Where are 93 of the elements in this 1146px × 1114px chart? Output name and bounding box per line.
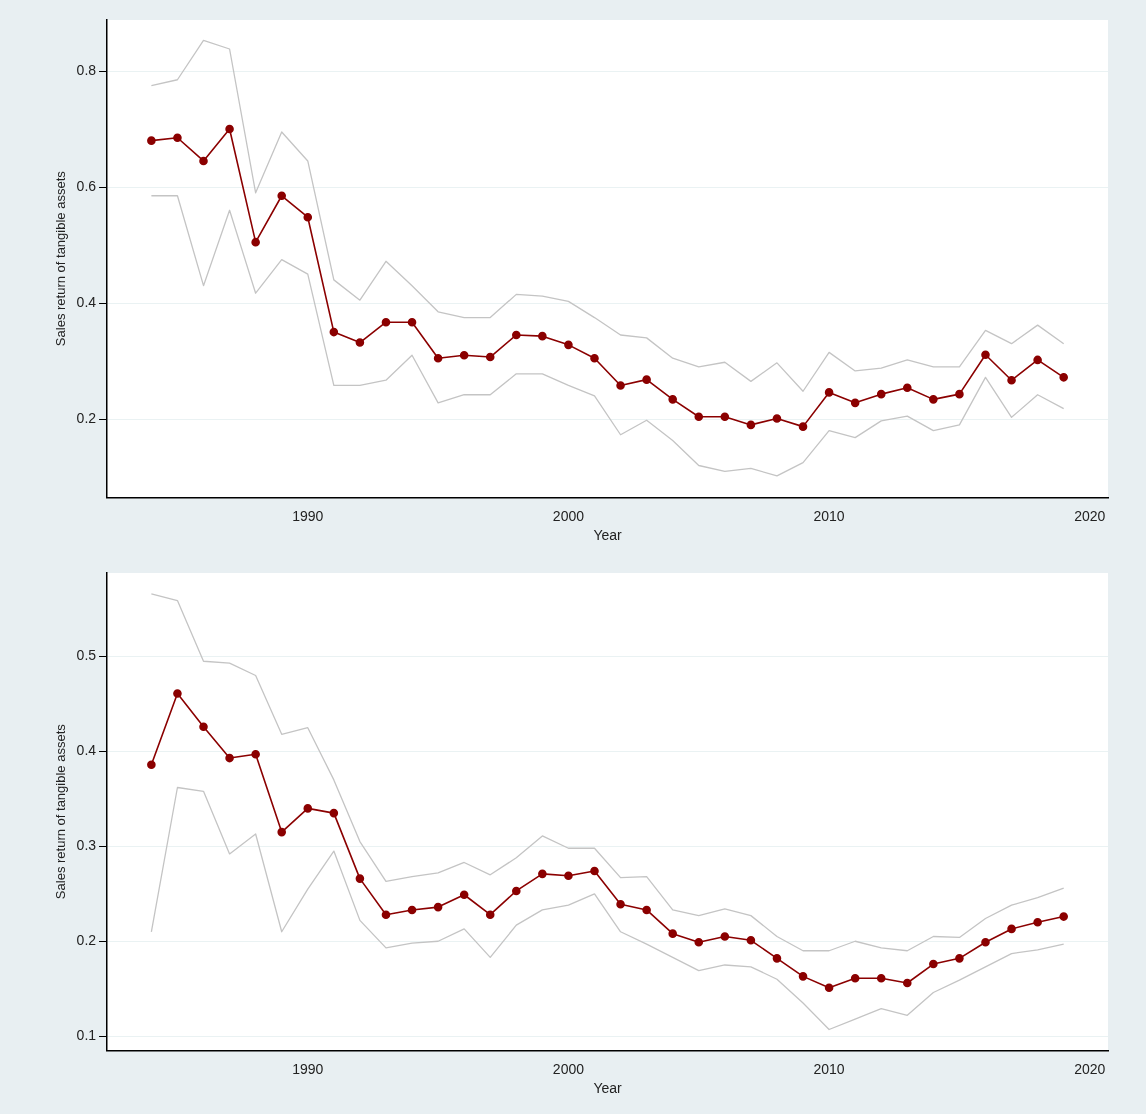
point <box>668 395 677 404</box>
point <box>329 808 339 818</box>
y-tick-label: 0.3 <box>76 837 97 854</box>
point <box>616 899 625 909</box>
x-tick-label: 2000 <box>552 507 585 524</box>
x-tick-label: 2020 <box>1074 507 1106 524</box>
point <box>694 412 704 422</box>
point <box>303 804 313 813</box>
point <box>720 412 730 422</box>
point <box>459 890 469 900</box>
point <box>1007 924 1016 934</box>
x-tick-label: 1990 <box>292 1060 324 1077</box>
point <box>381 910 391 919</box>
point <box>590 353 599 363</box>
y-axis-title: Sales return of tangible assets <box>53 170 69 347</box>
point <box>147 760 156 770</box>
x-axis-title: Year <box>593 1080 623 1097</box>
point <box>329 327 339 337</box>
x-tick-label: 1990 <box>292 507 324 524</box>
point <box>485 352 495 362</box>
point <box>225 124 234 134</box>
point <box>694 937 704 947</box>
point <box>746 420 756 430</box>
point <box>433 353 443 363</box>
y-tick-label: 0.5 <box>76 647 97 664</box>
x-tick-label: 2000 <box>552 1060 585 1077</box>
point <box>251 749 260 759</box>
point <box>225 753 234 763</box>
point <box>459 350 469 360</box>
y-tick-label: 0.2 <box>76 932 97 949</box>
point <box>511 886 521 896</box>
point <box>981 350 990 359</box>
point <box>433 902 443 912</box>
point <box>1059 912 1068 921</box>
point <box>955 954 964 963</box>
point <box>876 973 886 983</box>
x-tick-label: 2010 <box>813 1060 845 1077</box>
point <box>564 871 573 881</box>
point <box>1059 373 1068 382</box>
point <box>173 133 182 143</box>
y-tick-label: 0.2 <box>76 409 97 426</box>
y-tick-label: 0.4 <box>76 293 97 310</box>
point <box>824 983 834 993</box>
x-axis-title: Year <box>593 527 623 544</box>
point <box>616 381 625 390</box>
point <box>590 866 599 876</box>
point <box>277 827 287 837</box>
point <box>173 689 182 698</box>
point <box>772 414 782 423</box>
y-axis-title: Sales return of tangible assets <box>53 723 69 900</box>
point <box>407 905 417 915</box>
point <box>902 383 912 393</box>
point <box>511 330 521 340</box>
y-tick-label: 0.1 <box>76 1027 97 1044</box>
point <box>720 932 730 941</box>
point <box>1033 917 1042 927</box>
point <box>381 317 391 327</box>
point <box>876 389 886 399</box>
point <box>355 874 365 883</box>
point <box>902 978 912 988</box>
point <box>668 929 677 938</box>
point <box>538 331 547 341</box>
point <box>1033 355 1042 365</box>
point <box>850 398 860 408</box>
point <box>1007 375 1016 385</box>
point <box>824 388 834 397</box>
point <box>798 422 808 431</box>
point <box>929 395 938 404</box>
x-tick-label: 2010 <box>813 507 845 524</box>
point <box>251 237 260 247</box>
point <box>277 191 287 201</box>
x-tick-label: 2020 <box>1074 1060 1106 1077</box>
point <box>642 375 651 384</box>
y-tick-label: 0.6 <box>76 177 97 194</box>
point <box>772 954 782 963</box>
point <box>564 340 573 350</box>
point <box>407 317 417 327</box>
point <box>981 937 990 947</box>
y-tick-label: 0.8 <box>76 61 97 78</box>
point <box>199 156 208 166</box>
point <box>850 973 860 983</box>
point <box>642 905 651 915</box>
point <box>538 869 547 879</box>
point <box>798 972 808 981</box>
point <box>485 910 495 919</box>
point <box>955 389 964 399</box>
point <box>929 959 938 969</box>
point <box>147 136 156 145</box>
point <box>355 338 365 347</box>
point <box>303 212 313 222</box>
point <box>199 722 208 732</box>
point <box>746 936 756 945</box>
y-tick-label: 0.4 <box>76 742 97 759</box>
